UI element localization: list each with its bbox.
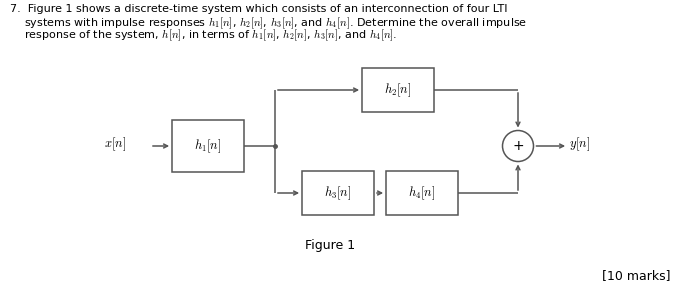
Bar (302, 171, 374, 215)
Bar (172, 120, 244, 172)
Text: $h_1[n]$: $h_1[n]$ (195, 137, 222, 155)
Text: 7.  Figure 1 shows a discrete-time system which consists of an interconnection o: 7. Figure 1 shows a discrete-time system… (10, 4, 508, 14)
Text: $h_3[n]$: $h_3[n]$ (324, 184, 351, 202)
Text: [10 marks]: [10 marks] (601, 269, 670, 283)
Text: systems with impulse responses $h_1[n]$, $h_2[n]$, $h_3[n]$, and $h_4[n]$. Deter: systems with impulse responses $h_1[n]$,… (10, 16, 527, 31)
Text: Figure 1: Figure 1 (305, 240, 355, 252)
Text: response of the system, $h[n]$, in terms of $h_1[n]$, $h_2[n]$, $h_3[n]$, and $h: response of the system, $h[n]$, in terms… (10, 28, 398, 44)
Text: +: + (512, 139, 524, 153)
Text: $h_4[n]$: $h_4[n]$ (408, 184, 435, 202)
Bar (386, 171, 458, 215)
Text: $h_2[n]$: $h_2[n]$ (384, 81, 412, 99)
Bar (362, 68, 434, 112)
Text: $x[n]$: $x[n]$ (104, 135, 126, 153)
Text: $y[n]$: $y[n]$ (569, 135, 590, 153)
